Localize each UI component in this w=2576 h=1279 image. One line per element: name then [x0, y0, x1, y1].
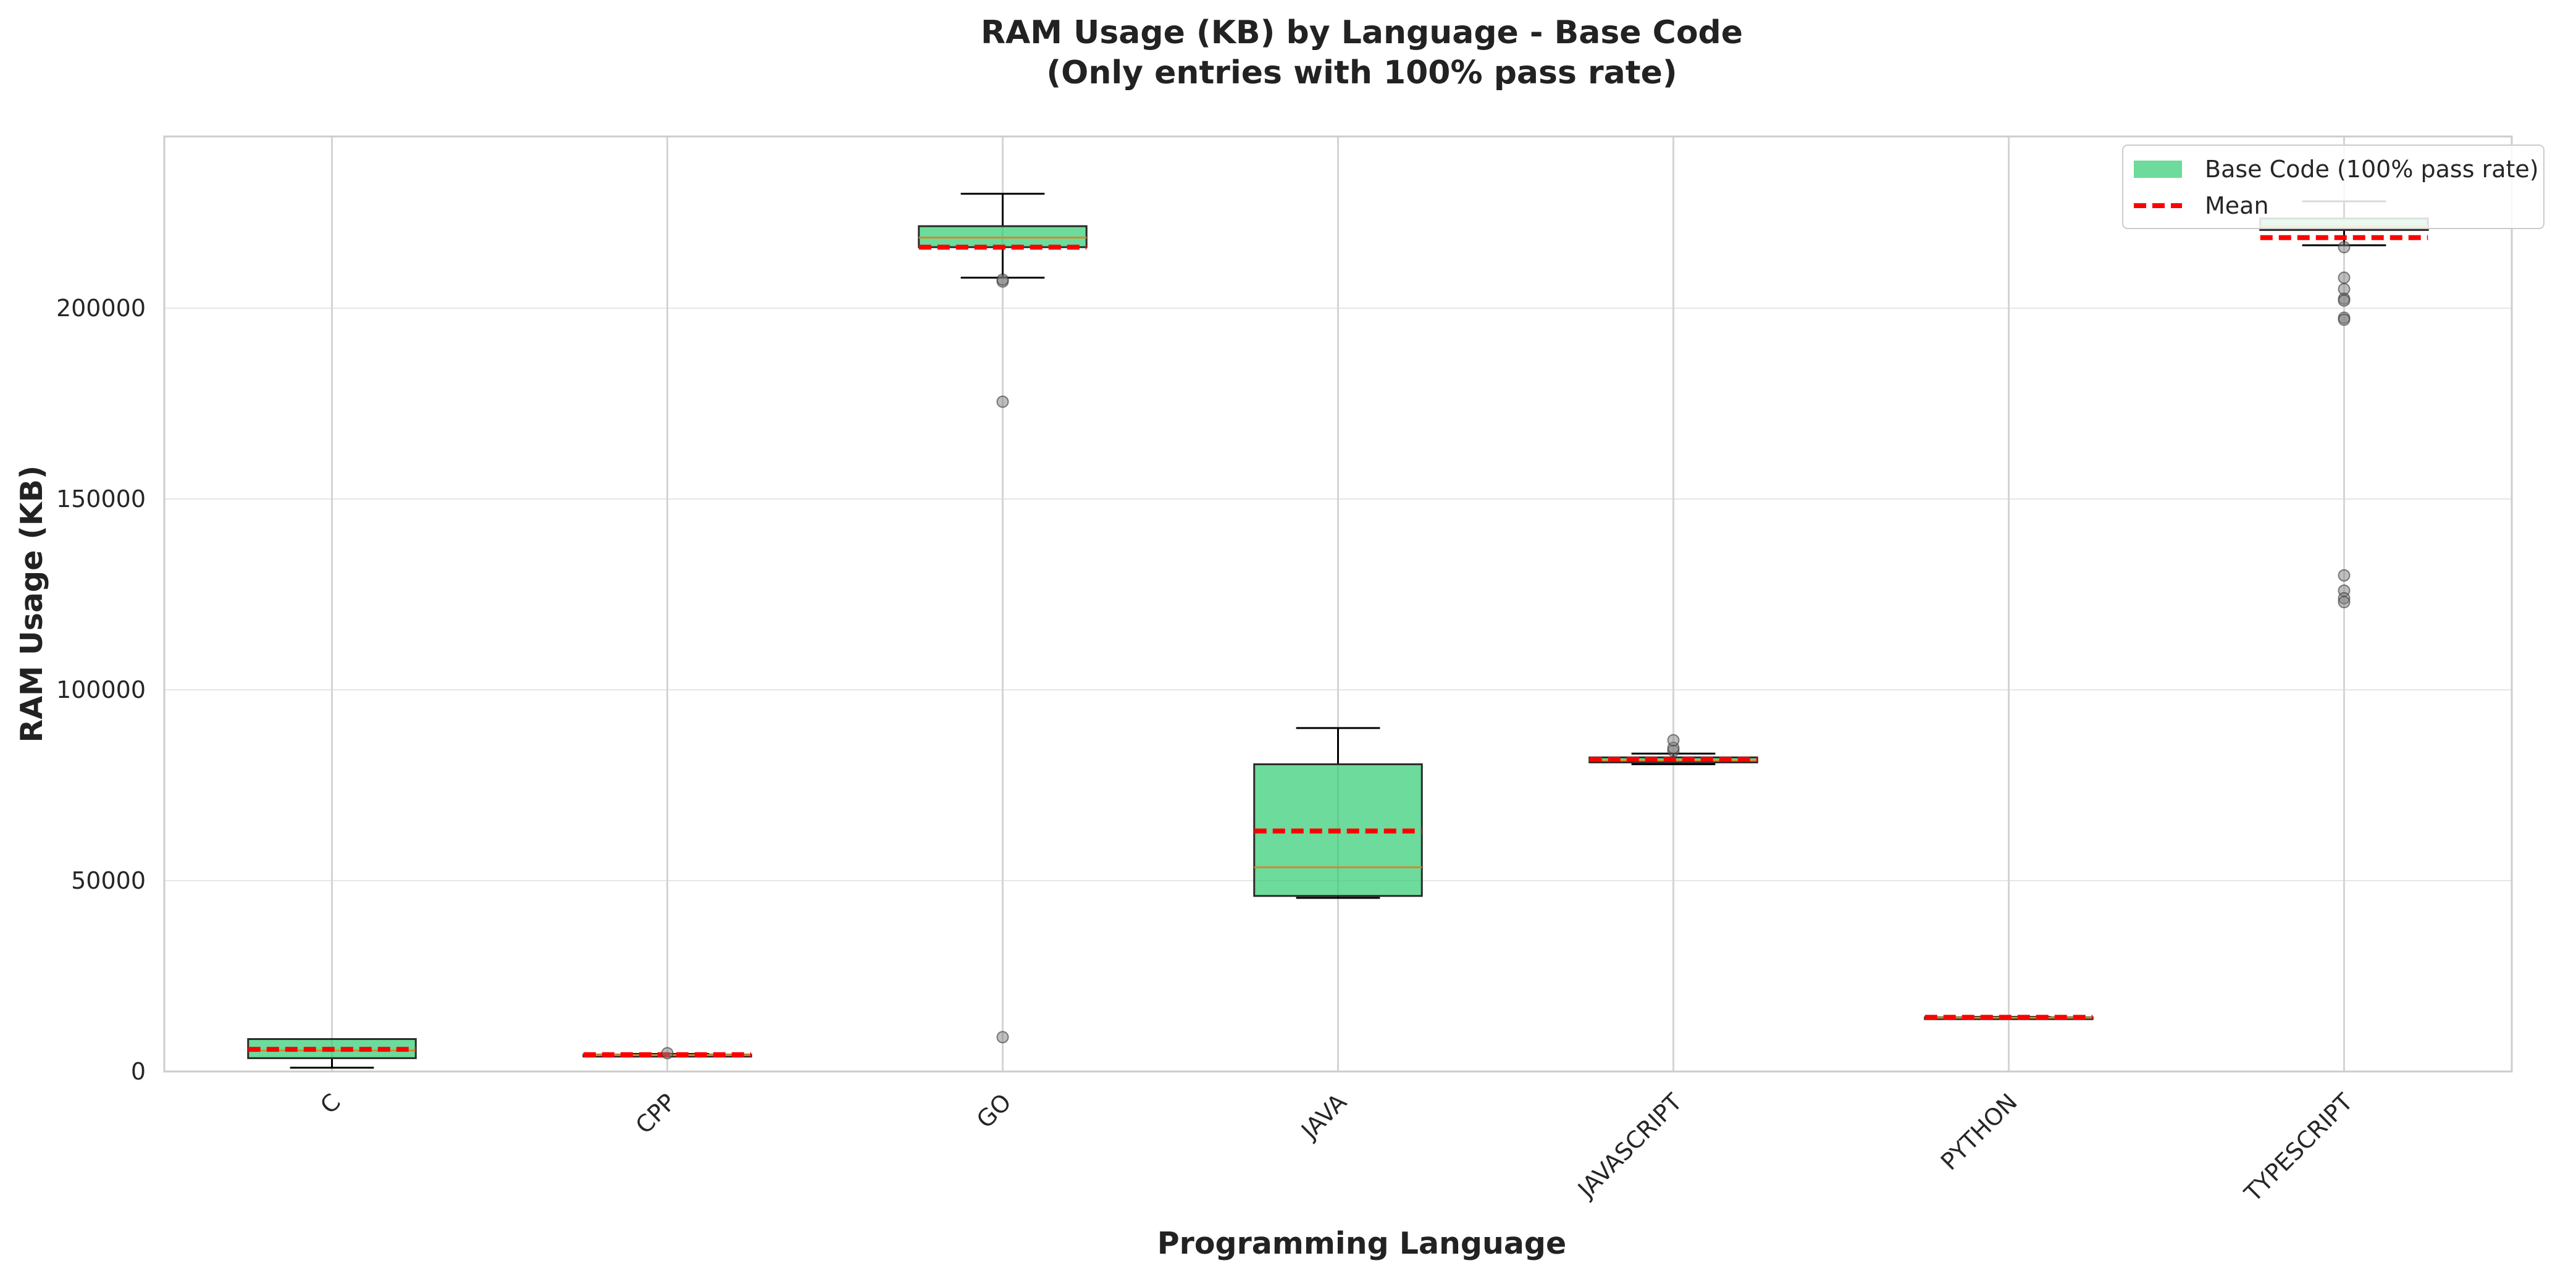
box-group-cpp: [582, 1047, 752, 1060]
outlier-point: [2338, 595, 2351, 608]
legend-box-label: Base Code (100% pass rate): [2205, 156, 2539, 183]
outlier-point: [996, 395, 1009, 408]
outlier-point: [2338, 271, 2351, 284]
legend: Base Code (100% pass rate) Mean: [2122, 145, 2545, 229]
outlier-point: [2338, 241, 2351, 254]
box-group-javascript: [1588, 734, 1758, 766]
y-tick-label: 100000: [56, 676, 146, 703]
y-tick-label: 150000: [56, 485, 146, 513]
legend-box-swatch: [2134, 161, 2182, 178]
chart-subtitle: (Only entries with 100% pass rate): [1046, 54, 1677, 91]
outlier-point: [2338, 313, 2351, 326]
box-group-c: [247, 1038, 417, 1069]
plot-area: [247, 193, 2429, 1069]
outlier-point: [996, 273, 1009, 286]
y-axis-ticks: 0 50000 100000 150000 200000: [56, 295, 146, 1085]
y-tick-label: 50000: [71, 867, 146, 894]
plot-frame: [163, 135, 2513, 1073]
y-axis-label: RAM Usage (KB): [14, 466, 49, 743]
box-group-go: [918, 193, 1088, 1044]
outlier-point: [2338, 294, 2351, 307]
legend-mean-label: Mean: [2205, 192, 2269, 219]
chart-title: RAM Usage (KB) by Language - Base Code: [981, 14, 1743, 51]
outlier-point: [661, 1047, 674, 1060]
y-tick-label: 200000: [56, 295, 146, 322]
outlier-point: [2338, 569, 2351, 582]
legend-frame: [2122, 145, 2545, 229]
box-group-java: [1253, 727, 1423, 899]
outlier-point: [996, 1031, 1009, 1044]
box-body: [918, 225, 1088, 248]
x-axis-label: Programming Language: [1157, 1226, 1566, 1261]
y-tick-label: 0: [131, 1058, 146, 1085]
outlier-point: [1667, 734, 1680, 747]
box-group-python: [1924, 1015, 2094, 1020]
